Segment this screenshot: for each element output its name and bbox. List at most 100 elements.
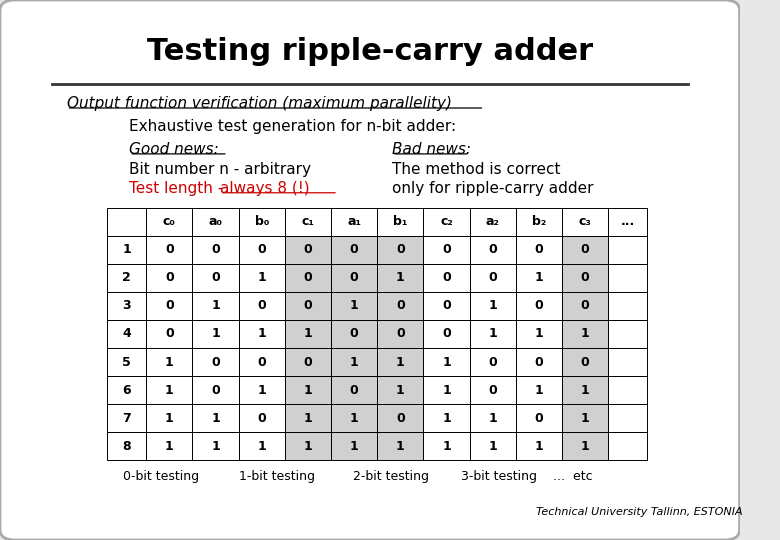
Text: a₁: a₁	[347, 215, 361, 228]
Text: 0: 0	[257, 244, 266, 256]
Text: 0: 0	[442, 244, 451, 256]
Bar	[378, 348, 424, 376]
Bar	[193, 348, 239, 376]
Bar	[285, 320, 331, 348]
Bar	[516, 404, 562, 432]
Text: 0: 0	[488, 383, 497, 396]
Bar	[239, 264, 285, 292]
Text: 0: 0	[349, 272, 359, 285]
Bar	[193, 292, 239, 320]
Text: 1: 1	[257, 327, 266, 341]
Text: 0-bit testing: 0-bit testing	[123, 470, 200, 483]
Bar	[147, 376, 193, 404]
Text: 0: 0	[534, 411, 543, 424]
Text: 1: 1	[488, 440, 497, 453]
Bar	[193, 432, 239, 460]
Text: Good news:: Good news:	[129, 142, 219, 157]
Text: 0: 0	[442, 327, 451, 341]
Bar	[285, 376, 331, 404]
Text: 1: 1	[534, 383, 543, 396]
Bar	[470, 404, 516, 432]
Bar	[239, 236, 285, 264]
Text: 0: 0	[211, 272, 220, 285]
Text: 0: 0	[580, 272, 590, 285]
Bar	[516, 292, 562, 320]
Text: a₂: a₂	[486, 215, 499, 228]
Bar	[608, 320, 647, 348]
Text: a₀: a₀	[208, 215, 222, 228]
Text: 0: 0	[211, 244, 220, 256]
Text: 0: 0	[488, 244, 497, 256]
Bar	[147, 236, 193, 264]
Text: 1: 1	[396, 355, 405, 368]
Bar	[562, 236, 608, 264]
Bar	[107, 208, 147, 236]
Bar	[331, 348, 378, 376]
Bar	[285, 236, 331, 264]
Text: 0: 0	[257, 355, 266, 368]
Text: Bad news:: Bad news:	[392, 142, 471, 157]
Bar	[147, 432, 193, 460]
Bar	[193, 236, 239, 264]
Bar	[107, 236, 147, 264]
Bar	[424, 208, 470, 236]
Text: 1: 1	[488, 411, 497, 424]
Bar	[608, 292, 647, 320]
Text: ...: ...	[621, 215, 635, 228]
Bar	[331, 236, 378, 264]
Text: 1: 1	[442, 383, 451, 396]
Bar	[331, 292, 378, 320]
Text: 1: 1	[165, 440, 174, 453]
Text: 1: 1	[349, 411, 359, 424]
Bar	[107, 376, 147, 404]
Bar	[147, 404, 193, 432]
Text: 1: 1	[211, 327, 220, 341]
Text: 1: 1	[580, 411, 590, 424]
Text: Test length -: Test length -	[129, 181, 229, 196]
Bar	[516, 320, 562, 348]
Text: 0: 0	[349, 244, 359, 256]
Bar	[608, 404, 647, 432]
Text: 8: 8	[122, 440, 131, 453]
Text: 1: 1	[211, 411, 220, 424]
Text: 1: 1	[349, 355, 359, 368]
Text: 0: 0	[165, 327, 174, 341]
Bar	[239, 432, 285, 460]
Text: 2: 2	[122, 272, 131, 285]
Text: 1: 1	[396, 383, 405, 396]
Text: 1: 1	[303, 327, 312, 341]
Text: 2-bit testing: 2-bit testing	[353, 470, 428, 483]
FancyBboxPatch shape	[0, 0, 739, 540]
Text: 1: 1	[165, 411, 174, 424]
Text: c₁: c₁	[302, 215, 314, 228]
Text: 0: 0	[211, 383, 220, 396]
Bar	[285, 208, 331, 236]
Bar	[562, 404, 608, 432]
Bar	[331, 376, 378, 404]
Text: 3: 3	[122, 300, 131, 313]
Bar	[516, 264, 562, 292]
Text: The method is correct: The method is correct	[392, 161, 561, 177]
Text: 7: 7	[122, 411, 131, 424]
Bar	[378, 404, 424, 432]
Bar	[193, 264, 239, 292]
Bar	[331, 208, 378, 236]
Bar	[608, 236, 647, 264]
Text: 0: 0	[580, 244, 590, 256]
Bar	[193, 404, 239, 432]
Text: 1: 1	[122, 244, 131, 256]
Text: 1: 1	[488, 300, 497, 313]
Text: 1: 1	[488, 327, 497, 341]
Bar	[470, 236, 516, 264]
Text: 0: 0	[534, 244, 543, 256]
Text: 0: 0	[165, 300, 174, 313]
Bar	[107, 348, 147, 376]
Bar	[147, 264, 193, 292]
Text: 0: 0	[442, 272, 451, 285]
Bar	[239, 292, 285, 320]
Text: 0: 0	[396, 411, 405, 424]
Text: Technical University Tallinn, ESTONIA: Technical University Tallinn, ESTONIA	[536, 507, 743, 517]
Bar	[516, 376, 562, 404]
Bar	[107, 264, 147, 292]
Bar	[424, 376, 470, 404]
